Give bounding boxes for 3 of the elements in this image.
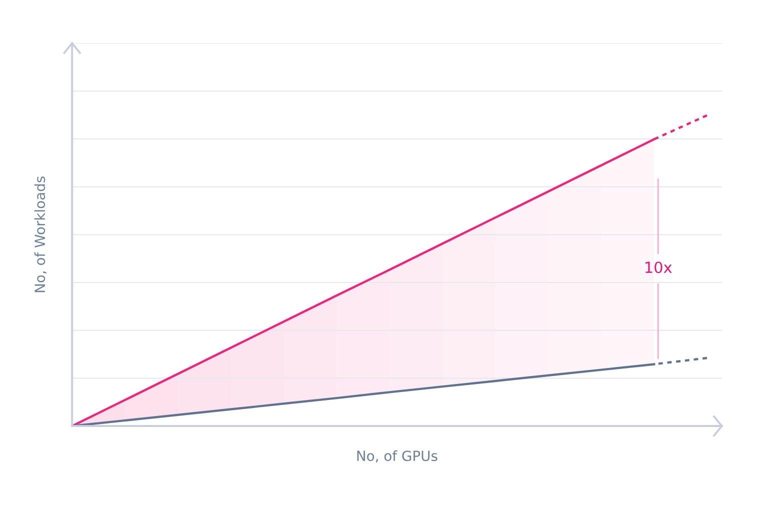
annotation: 10x [646,262,672,274]
x-axis-title: No, of GPUs [357,450,438,463]
y-axis-title: No, of Workloads [34,176,47,292]
